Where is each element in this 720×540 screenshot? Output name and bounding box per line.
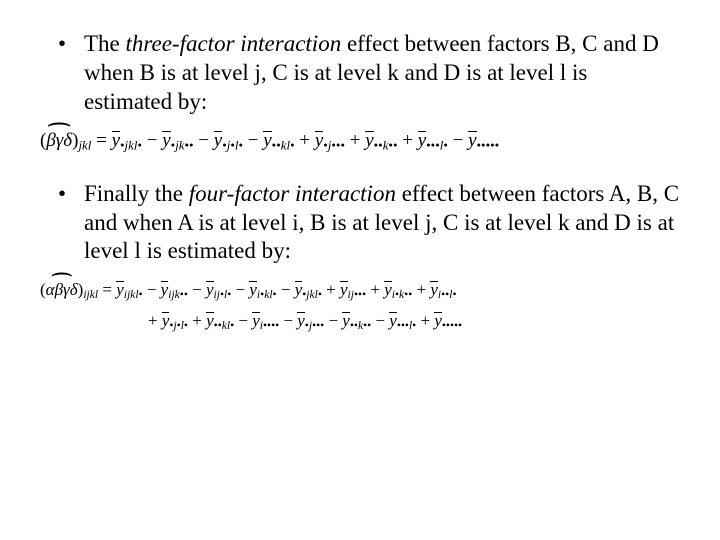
- bullet-2-text: Finally the four-factor interaction effe…: [82, 180, 680, 266]
- equation-three-factor: (βγδ)jkl = y•jkl• − y•jk•• − y•j•l• − y•…: [40, 130, 680, 154]
- eq2-lhs-sub: ijkl: [83, 288, 98, 301]
- eq1-lhs-sub: jkl: [78, 138, 91, 153]
- bullet-dot: •: [40, 30, 82, 59]
- b1-pre: The: [84, 31, 126, 56]
- eq1-lhs-greek: βγδ: [46, 130, 72, 151]
- b2-pre: Finally the: [84, 181, 189, 206]
- b1-italic: three-factor interaction: [126, 31, 342, 56]
- eq2-rhs-line1: = yijkl• − yijk•• − yij•l• − yi•kl• − y•…: [102, 280, 456, 299]
- b2-italic: four-factor interaction: [189, 181, 396, 206]
- bullet-dot: •: [40, 180, 82, 209]
- eq2-lhs-greek: αβγδ: [46, 280, 78, 299]
- eq1-rhs: = y•jkl• − y•jk•• − y•j•l• − y••kl• + y•…: [96, 130, 499, 151]
- eq2-rhs-line2: + y•j•l• + y••kl• − yi•••• − y•j••• − y•…: [148, 311, 462, 330]
- bullet-1: • The three-factor interaction effect be…: [40, 30, 680, 116]
- slide-body: • The three-factor interaction effect be…: [0, 0, 720, 363]
- equation-four-factor-line1: (αβγδ)ijkl = yijkl• − yijk•• − yij•l• − …: [40, 280, 680, 301]
- bullet-2: • Finally the four-factor interaction ef…: [40, 180, 680, 266]
- bullet-1-text: The three-factor interaction effect betw…: [82, 30, 680, 116]
- equation-four-factor-line2: + y•j•l• + y••kl• − yi•••• − y•j••• − y•…: [148, 311, 680, 332]
